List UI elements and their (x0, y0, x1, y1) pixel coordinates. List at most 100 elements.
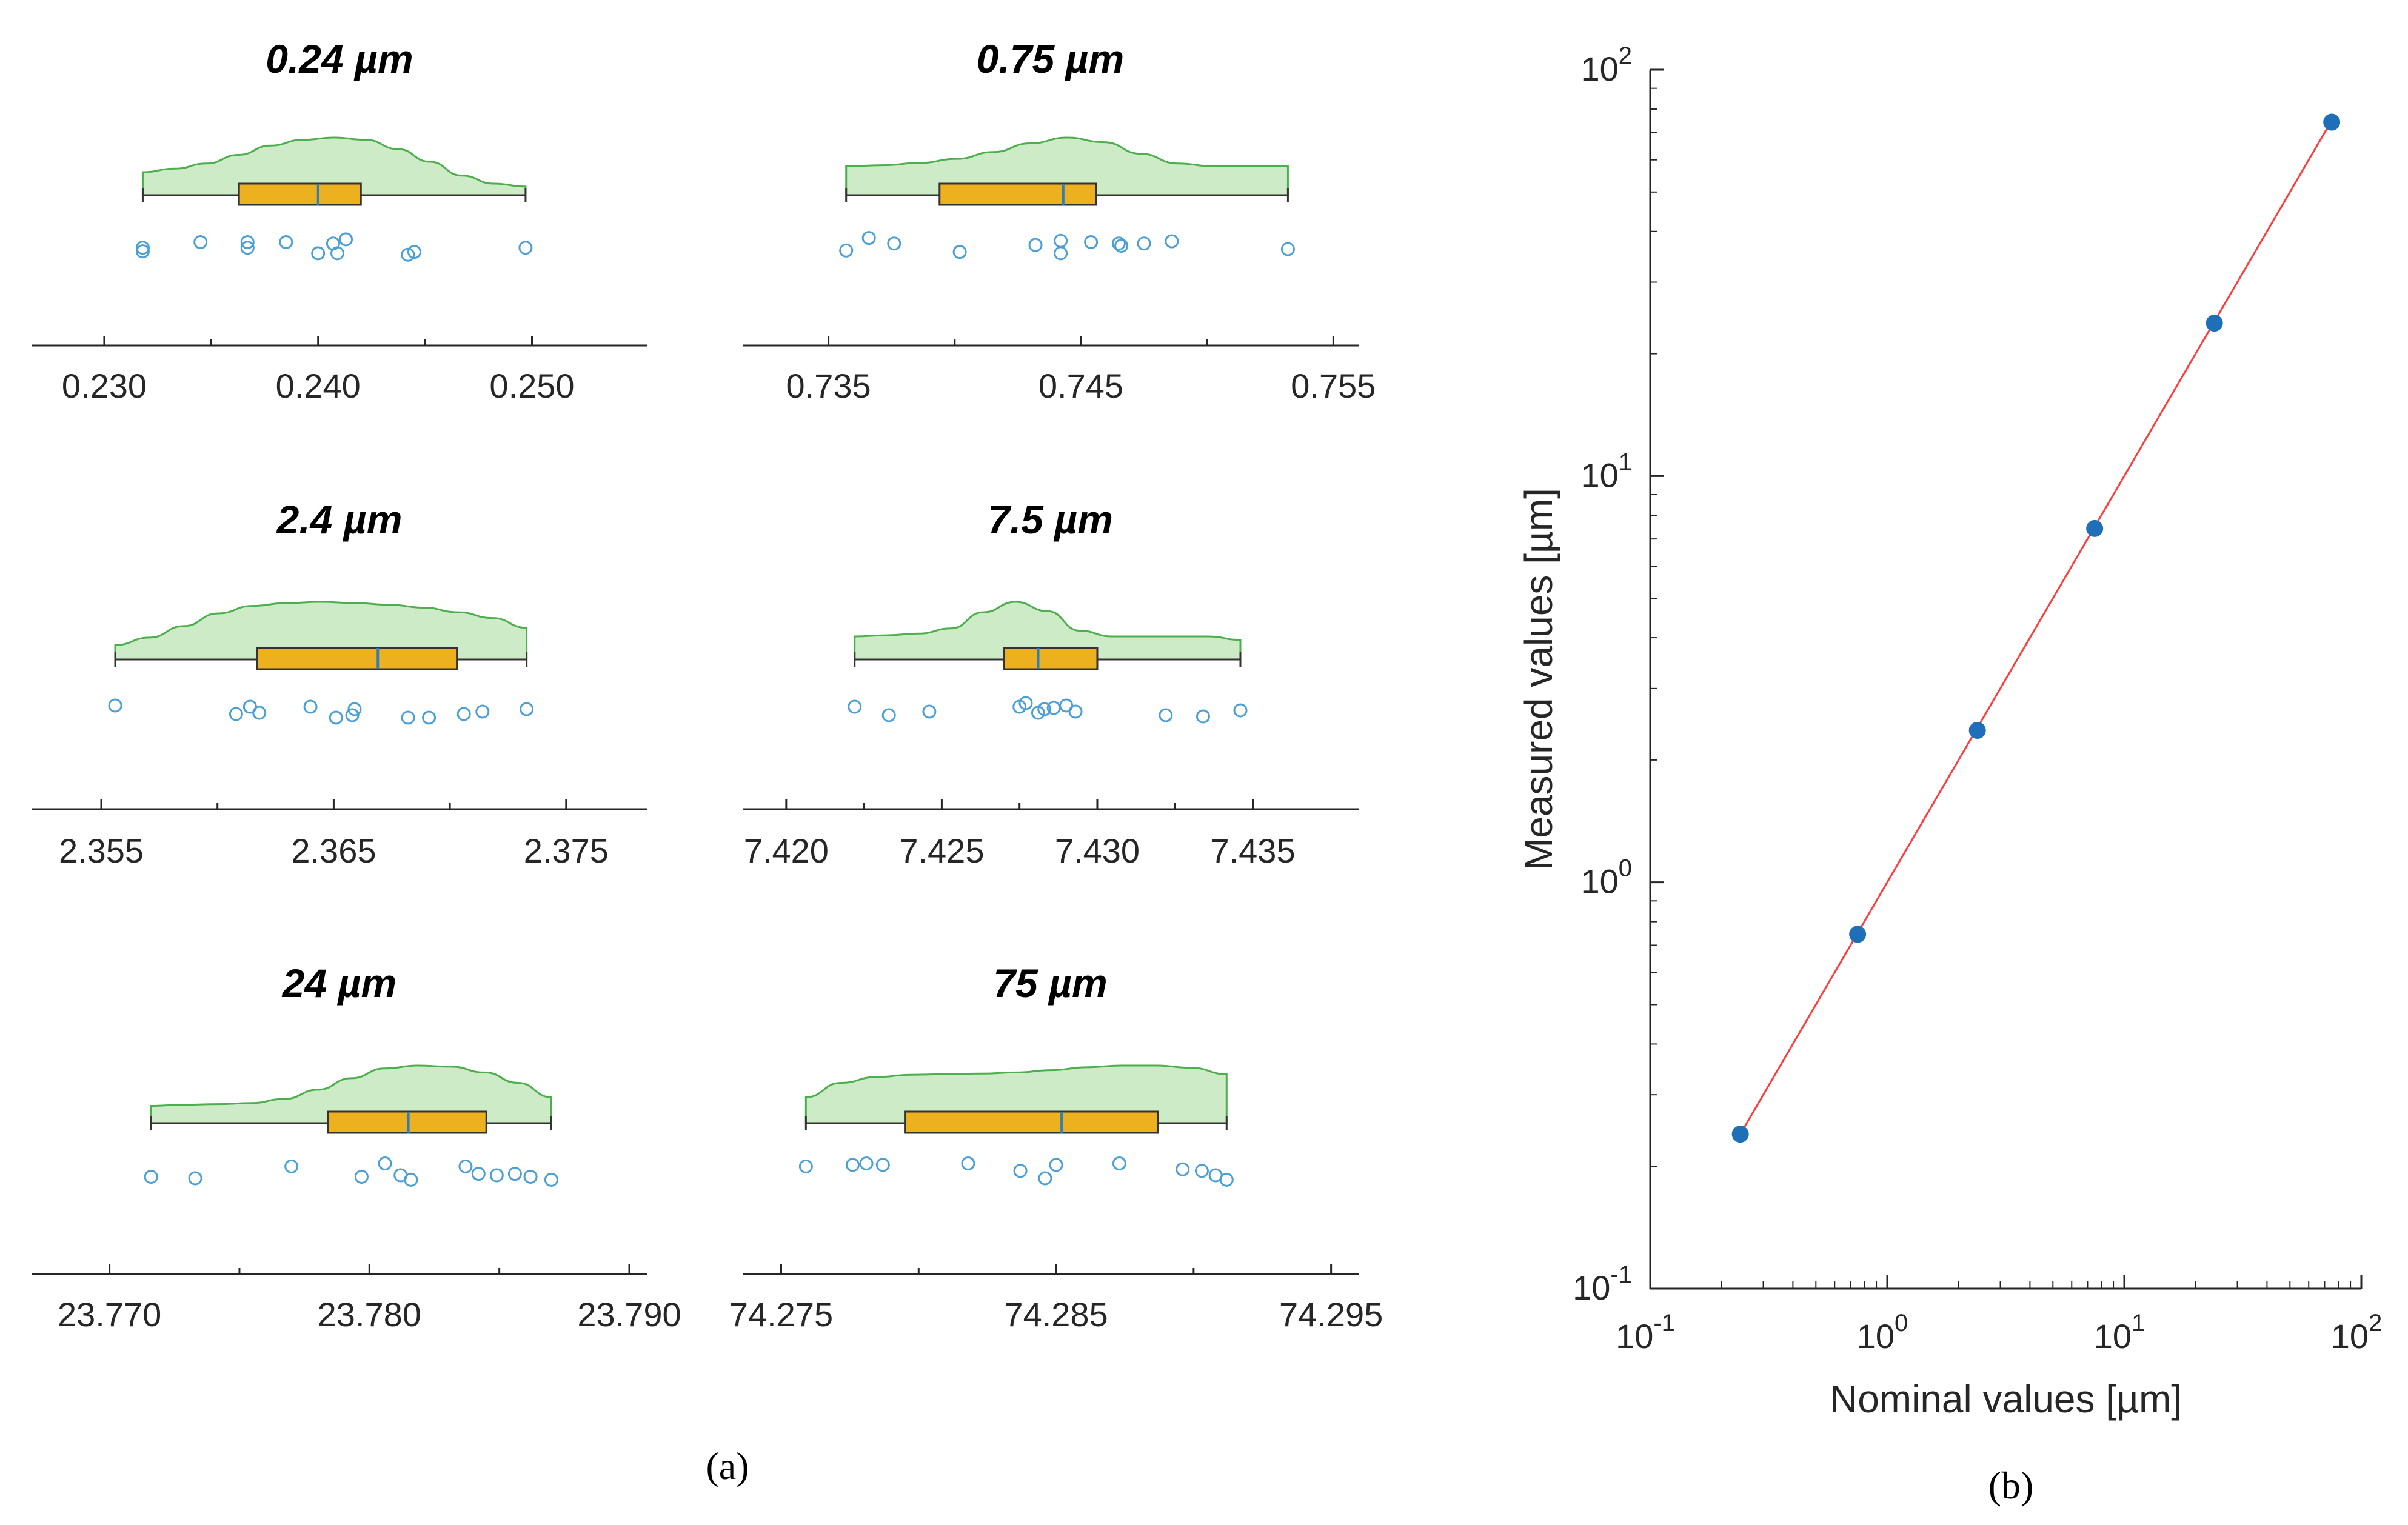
data-point (1137, 236, 1151, 251)
subplot-title: 0.24 µm (266, 36, 413, 81)
iqr-box (238, 182, 362, 206)
data-point (279, 235, 293, 249)
raincloud-subplot: 7.5 µm 7.420 7.425 7.430 7.435 (743, 497, 1359, 870)
data-point (345, 708, 360, 722)
scatter-point (2086, 519, 2104, 537)
data-point (1280, 242, 1295, 256)
x-tick-label: 7.420 (744, 832, 829, 870)
scatter-point (2206, 315, 2223, 332)
subplot-title: 7.5 µm (988, 497, 1113, 542)
data-point (457, 707, 471, 721)
density-cloud (114, 601, 528, 661)
x-tick-label: 74.295 (1279, 1295, 1383, 1333)
x-tick-label: 7.425 (899, 832, 984, 870)
data-point (329, 710, 343, 725)
data-point (861, 231, 876, 245)
data-point (881, 708, 896, 722)
subplot-title: 0.75 µm (977, 36, 1125, 81)
subplot-title: 24 µm (281, 961, 396, 1006)
subplot-title: 75 µm (993, 961, 1107, 1006)
data-point (1165, 234, 1179, 249)
x-tick-label: 0.755 (1291, 367, 1376, 405)
data-point (135, 244, 150, 259)
x-tick-label: 74.275 (729, 1295, 833, 1333)
data-point (922, 704, 937, 719)
y-axis-label: Measured values [µm] (1517, 488, 1560, 870)
data-point (330, 246, 344, 261)
data-point (544, 1172, 558, 1187)
x-tick-label: 74.285 (1004, 1295, 1108, 1333)
y-tick-label: 10-1 (1573, 1261, 1632, 1307)
data-point (422, 710, 436, 725)
data-point (875, 1158, 890, 1172)
data-point (507, 1167, 522, 1181)
data-point (475, 704, 490, 719)
data-point (458, 1159, 473, 1173)
x-tick-label: 23.790 (577, 1295, 681, 1333)
x-tick-label: 7.430 (1055, 832, 1140, 870)
data-point (845, 1158, 860, 1172)
density-cloud (854, 601, 1242, 661)
data-point (284, 1159, 299, 1173)
data-point (1054, 233, 1068, 248)
data-point (193, 235, 208, 249)
iqr-box (938, 182, 1097, 206)
data-point (188, 1171, 202, 1186)
iqr-box (1003, 647, 1099, 670)
density-cloud (845, 136, 1289, 196)
data-point (1194, 1164, 1209, 1178)
data-point (839, 243, 854, 258)
x-tick-label: 23.770 (58, 1295, 161, 1333)
data-point (108, 698, 122, 713)
x-tick-label: 0.735 (786, 367, 871, 405)
raincloud-subplot: 0.75 µm 0.735 0.745 0.755 (743, 36, 1376, 405)
data-point (404, 1172, 418, 1187)
data-point (401, 710, 415, 725)
y-tick-label: 100 (1580, 855, 1632, 901)
x-tick-label: 102 (2331, 1310, 2383, 1355)
data-point (1233, 703, 1248, 718)
panel-a-label: (a) (706, 1444, 749, 1487)
density-cloud (804, 1064, 1228, 1124)
iqr-box (256, 647, 458, 670)
data-point (311, 246, 326, 261)
x-axis-label: Nominal values [µm] (1830, 1377, 2182, 1421)
data-point (347, 702, 362, 716)
data-point (1068, 704, 1083, 719)
data-point (240, 235, 255, 249)
data-point (1111, 236, 1126, 251)
density-cloud (150, 1064, 552, 1124)
data-point (471, 1167, 486, 1181)
x-tick-label: 2.375 (524, 832, 609, 870)
panel-b-log-scatter: 10-110-1 100 100 101 101 102 102 Nominal values… (1517, 42, 2382, 1421)
y-tick-label: 101 (1580, 449, 1632, 494)
fit-line (1739, 119, 2333, 1135)
x-tick-label: 2.355 (59, 832, 144, 870)
panel-b-label: (b) (1988, 1464, 2034, 1507)
x-tick-label: 101 (2094, 1310, 2145, 1355)
data-point (1013, 1164, 1028, 1178)
data-point (961, 1156, 975, 1170)
x-tick-label: 7.435 (1210, 832, 1295, 870)
x-tick-label: 0.745 (1038, 367, 1123, 405)
scatter-point (1731, 1126, 1749, 1143)
data-point (952, 245, 967, 259)
data-point (489, 1168, 504, 1183)
data-point (1038, 1171, 1052, 1186)
iqr-box (904, 1110, 1159, 1134)
scatter-point (1849, 926, 1867, 943)
scatter-point (2323, 113, 2341, 131)
data-point (798, 1159, 813, 1173)
scatter-point (1968, 721, 1986, 739)
data-point (240, 241, 255, 255)
data-point (887, 236, 901, 251)
data-point (144, 1170, 158, 1184)
data-point (518, 241, 533, 255)
data-point (229, 707, 243, 721)
data-point (1037, 702, 1052, 716)
data-point (401, 247, 415, 262)
raincloud-subplot: 75 µm 74.275 74.285 74.295 (729, 961, 1383, 1333)
data-point (1114, 238, 1129, 253)
data-point (1112, 1156, 1126, 1170)
